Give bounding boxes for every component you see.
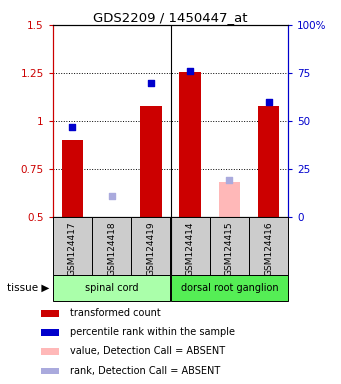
Text: tissue ▶: tissue ▶	[7, 283, 49, 293]
Text: spinal cord: spinal cord	[85, 283, 138, 293]
Point	[148, 79, 153, 86]
Bar	[62, 140, 83, 217]
Bar	[53, 217, 92, 275]
Bar	[170, 217, 210, 275]
Point	[226, 177, 232, 184]
Bar	[41, 367, 59, 374]
Text: transformed count: transformed count	[70, 308, 161, 318]
Text: GSM124415: GSM124415	[225, 222, 234, 276]
Text: dorsal root ganglion: dorsal root ganglion	[180, 283, 278, 293]
Bar	[170, 275, 288, 301]
Bar	[140, 106, 162, 217]
Bar	[41, 329, 59, 336]
Text: GSM124416: GSM124416	[264, 222, 273, 276]
Text: GSM124418: GSM124418	[107, 222, 116, 276]
Text: GSM124417: GSM124417	[68, 222, 77, 276]
Bar	[41, 310, 59, 316]
Bar	[210, 217, 249, 275]
Bar	[53, 275, 170, 301]
Bar	[179, 72, 201, 217]
Bar	[249, 217, 288, 275]
Text: GSM124414: GSM124414	[186, 222, 195, 276]
Text: GSM124419: GSM124419	[146, 222, 155, 276]
Bar	[92, 217, 131, 275]
Point	[109, 193, 114, 199]
Bar	[41, 348, 59, 355]
Title: GDS2209 / 1450447_at: GDS2209 / 1450447_at	[93, 11, 248, 24]
Text: value, Detection Call = ABSENT: value, Detection Call = ABSENT	[70, 346, 225, 356]
Bar	[219, 182, 240, 217]
Text: percentile rank within the sample: percentile rank within the sample	[70, 327, 235, 337]
Bar	[258, 106, 279, 217]
Point	[266, 99, 271, 105]
Bar	[131, 217, 170, 275]
Point	[187, 68, 193, 74]
Point	[70, 124, 75, 130]
Text: rank, Detection Call = ABSENT: rank, Detection Call = ABSENT	[70, 366, 220, 376]
